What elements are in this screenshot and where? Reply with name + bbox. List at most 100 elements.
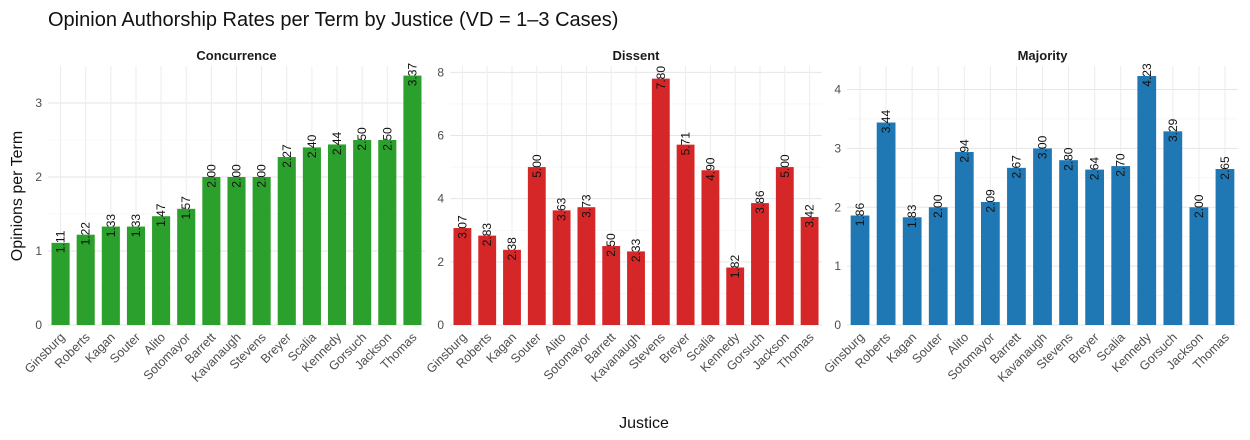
y-tick-label: 0 <box>437 318 444 332</box>
y-tick-label: 6 <box>437 128 444 142</box>
value-label: 2.80 <box>1062 147 1076 171</box>
bar-alito <box>552 210 571 325</box>
bar-roberts <box>76 234 95 325</box>
value-label: 2.27 <box>280 144 294 168</box>
bar-gorsuch <box>751 203 769 325</box>
y-tick-label: 4 <box>437 192 444 206</box>
value-label: 1.57 <box>179 196 193 220</box>
bar-jackson <box>775 167 794 325</box>
value-label: 3.42 <box>803 204 817 228</box>
value-label: 2.00 <box>1192 194 1206 218</box>
bar-sotomayor <box>980 201 1000 325</box>
y-tick-label: 4 <box>834 83 841 97</box>
y-tick-label: 8 <box>437 65 444 79</box>
facet-title: Majority <box>1018 48 1069 63</box>
value-label: 2.94 <box>957 139 971 163</box>
value-label: 3.63 <box>555 197 569 221</box>
bar-ginsburg <box>850 215 870 325</box>
value-label: 2.09 <box>983 189 997 213</box>
panel-majority: 01234Majority1.86Ginsburg3.44Roberts1.83… <box>821 48 1238 385</box>
value-label: 1.33 <box>129 214 143 238</box>
bar-alito <box>954 151 974 325</box>
bar-kennedy <box>327 144 347 325</box>
facet-title: Dissent <box>613 48 661 63</box>
y-axis-label: Opinions per Term <box>9 131 26 261</box>
y-tick-label: 2 <box>834 200 841 214</box>
y-tick-label: 0 <box>35 318 42 332</box>
y-tick-label: 1 <box>834 259 841 273</box>
bar-thomas <box>403 75 422 326</box>
value-label: 3.73 <box>579 194 593 218</box>
bar-thomas <box>800 216 819 325</box>
y-tick-label: 3 <box>834 141 841 155</box>
value-label: 7.80 <box>654 66 668 90</box>
value-label: 2.00 <box>230 164 244 188</box>
bar-kavanaugh <box>1033 148 1052 325</box>
value-label: 3.37 <box>405 63 419 87</box>
value-label: 2.33 <box>629 238 643 262</box>
value-label: 2.67 <box>1009 155 1023 179</box>
bar-barrett <box>1007 167 1026 325</box>
bar-gorsuch <box>1163 131 1183 325</box>
bar-barrett <box>202 177 221 325</box>
bar-kavanaugh <box>227 177 246 325</box>
value-label: 1.22 <box>79 222 93 246</box>
value-label: 1.47 <box>154 203 168 227</box>
bar-scalia <box>302 147 321 325</box>
bar-alito <box>152 216 171 325</box>
value-label: 3.29 <box>1166 118 1180 142</box>
bar-roberts <box>876 122 896 325</box>
bar-stevens <box>252 177 271 325</box>
bar-breyer <box>1085 169 1105 325</box>
bar-souter <box>126 226 146 325</box>
value-label: 2.83 <box>480 223 494 247</box>
bar-scalia <box>1111 166 1131 325</box>
value-label: 2.65 <box>1218 156 1232 180</box>
bar-barrett <box>602 246 621 325</box>
value-label: 5.00 <box>530 154 544 178</box>
bar-breyer <box>277 157 296 325</box>
bar-kennedy <box>1137 76 1157 325</box>
value-label: 3.86 <box>753 190 767 214</box>
value-label: 2.44 <box>330 131 344 155</box>
value-label: 3.44 <box>879 110 893 134</box>
bar-kagan <box>503 249 521 325</box>
bar-gorsuch <box>353 140 372 325</box>
chart-title: Opinion Authorship Rates per Term by Jus… <box>48 9 618 31</box>
value-label: 5.71 <box>679 132 693 156</box>
value-label: 2.64 <box>1088 157 1102 181</box>
value-label: 2.50 <box>604 233 618 257</box>
bar-kagan <box>101 226 120 325</box>
bar-thomas <box>1215 169 1235 325</box>
value-label: 3.00 <box>1036 135 1050 159</box>
bar-stevens <box>1059 160 1078 325</box>
x-tick-label: Souter <box>909 330 945 366</box>
y-tick-label: 2 <box>437 255 444 269</box>
x-axis-label: Justice <box>619 415 669 432</box>
value-label: 2.40 <box>305 134 319 158</box>
facet-title: Concurrence <box>196 48 276 63</box>
bar-ginsburg <box>453 228 472 325</box>
panel-concurrence: 0123Concurrence1.11Ginsburg1.22Roberts1.… <box>22 48 425 385</box>
bar-jackson <box>378 140 397 325</box>
value-label: 2.50 <box>355 127 369 151</box>
value-label: 1.83 <box>905 204 919 228</box>
bar-kavanaugh <box>627 251 645 325</box>
value-label: 5.00 <box>778 154 792 178</box>
bar-kennedy <box>726 267 745 325</box>
y-tick-label: 0 <box>834 318 841 332</box>
bar-sotomayor <box>577 207 596 325</box>
bar-souter <box>527 167 546 325</box>
value-label: 1.82 <box>728 255 742 279</box>
value-label: 2.00 <box>931 194 945 218</box>
value-label: 3.07 <box>455 215 469 239</box>
value-label: 2.38 <box>505 237 519 261</box>
y-tick-label: 2 <box>35 170 42 184</box>
bar-jackson <box>1189 207 1209 325</box>
bar-sotomayor <box>177 208 196 325</box>
y-tick-label: 1 <box>35 244 42 258</box>
value-label: 1.86 <box>853 203 867 227</box>
bar-scalia <box>701 170 720 325</box>
value-label: 1.33 <box>104 214 118 238</box>
